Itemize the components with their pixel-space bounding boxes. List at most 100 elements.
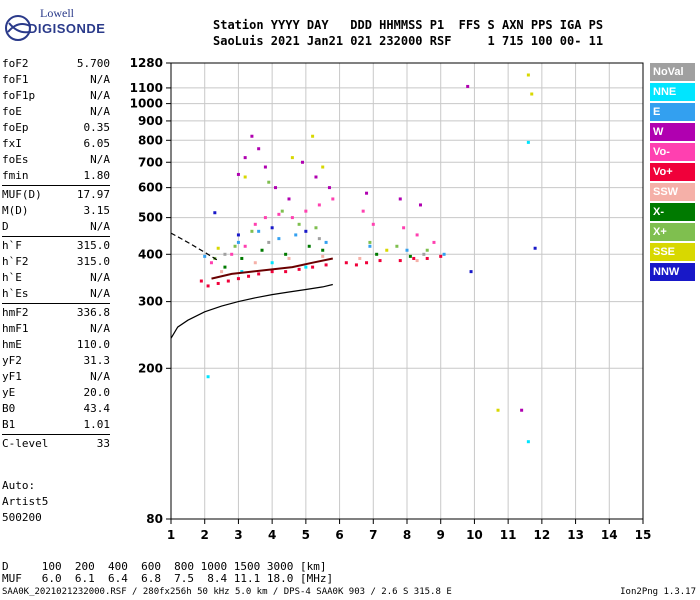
data-point	[290, 216, 294, 220]
data-point	[240, 270, 244, 274]
data-point	[287, 197, 291, 201]
param-row: M(D) 3.15	[2, 203, 110, 219]
data-point	[469, 270, 473, 274]
legend-item-w: W	[650, 123, 695, 141]
digisonde-logo: Lowell DIGISONDE	[4, 6, 124, 42]
data-point	[432, 240, 436, 244]
param-value: N/A	[90, 370, 110, 383]
legend-item-ssw: SSW	[650, 183, 695, 201]
data-point	[422, 252, 426, 256]
data-point	[317, 203, 321, 207]
data-point	[405, 248, 409, 252]
data-point	[530, 92, 534, 96]
param-value: N/A	[90, 287, 110, 300]
param-separator	[2, 185, 110, 186]
param-row: yF2 31.3	[2, 353, 110, 369]
param-name: foE	[2, 105, 22, 118]
data-point	[236, 240, 240, 244]
param-separator	[2, 434, 110, 435]
data-point	[442, 252, 446, 256]
param-value: N/A	[90, 73, 110, 86]
data-point	[270, 261, 274, 265]
auto-artist: Artist5	[2, 495, 49, 508]
data-point	[236, 233, 240, 237]
param-name: fxI	[2, 137, 22, 150]
param-value: 43.4	[83, 402, 111, 415]
data-point	[526, 440, 530, 444]
data-point	[263, 165, 267, 169]
param-value: 3.15	[83, 204, 111, 217]
param-row: h`F 315.0	[2, 238, 110, 254]
x-tick-label: 14	[601, 528, 618, 542]
legend-item-noval: NoVal	[650, 63, 695, 81]
param-value: 315.0	[76, 239, 110, 252]
data-point	[243, 156, 247, 160]
profile-curve	[170, 283, 333, 339]
data-point	[385, 248, 389, 252]
param-name: fmin	[2, 169, 29, 182]
param-row: hmF1 N/A	[2, 321, 110, 337]
data-point	[324, 240, 328, 244]
legend-item-vo: Vo-	[650, 143, 695, 161]
x-tick-label: 4	[268, 528, 276, 542]
param-row: yF1 N/A	[2, 369, 110, 385]
y-tick-label: 300	[138, 295, 163, 309]
data-point	[365, 261, 369, 265]
param-name: foF2	[2, 57, 29, 70]
data-point	[199, 279, 203, 283]
data-point	[398, 197, 402, 201]
y-tick-label: 500	[138, 211, 163, 225]
data-point	[277, 212, 281, 216]
y-tick-label: 1100	[130, 81, 163, 95]
data-point	[284, 252, 288, 256]
param-value: 1.01	[83, 418, 111, 431]
data-point	[253, 261, 257, 265]
y-tick-label: 900	[138, 114, 163, 128]
data-point	[260, 248, 264, 252]
x-tick-label: 5	[302, 528, 310, 542]
data-point	[240, 256, 244, 260]
param-value: 5.700	[76, 57, 110, 70]
param-value: 31.3	[83, 354, 111, 367]
header-labels: Station YYYY DAY DDD HHMMSS P1 FFS S AXN…	[213, 18, 604, 32]
data-point	[344, 261, 348, 265]
data-point	[321, 254, 325, 258]
param-row: hmE 110.0	[2, 337, 110, 353]
data-point	[365, 191, 369, 195]
param-row: yE 20.0	[2, 385, 110, 401]
y-tick-label: 200	[138, 361, 163, 375]
x-tick-label: 7	[369, 528, 377, 542]
data-point	[250, 229, 254, 233]
data-point	[327, 186, 331, 190]
data-point	[314, 175, 318, 179]
data-point	[294, 233, 298, 237]
y-tick-label: 600	[138, 181, 163, 195]
data-point	[270, 226, 274, 230]
legend-item-vo: Vo+	[650, 163, 695, 181]
x-tick-label: 6	[335, 528, 343, 542]
param-row: foF2 5.700	[2, 56, 110, 72]
data-point	[280, 209, 284, 213]
data-point	[209, 261, 213, 265]
x-tick-label: 3	[234, 528, 242, 542]
data-point	[236, 277, 240, 281]
data-point	[368, 244, 372, 248]
param-name: hmF1	[2, 322, 29, 335]
logo-line1: Lowell	[40, 6, 74, 20]
data-point	[418, 203, 422, 207]
data-point	[300, 160, 304, 164]
param-value: N/A	[90, 322, 110, 335]
data-point	[263, 216, 267, 220]
param-name: C-level	[2, 437, 49, 450]
param-value: 336.8	[76, 306, 110, 319]
param-value: N/A	[90, 271, 110, 284]
data-point	[371, 222, 375, 226]
data-point	[526, 73, 530, 77]
data-point	[274, 186, 278, 190]
x-tick-label: 13	[567, 528, 584, 542]
y-tick-label: 800	[138, 133, 163, 147]
data-point	[284, 270, 288, 274]
data-point	[496, 408, 500, 412]
param-name: MUF(D)	[2, 188, 42, 201]
data-point	[213, 211, 217, 215]
